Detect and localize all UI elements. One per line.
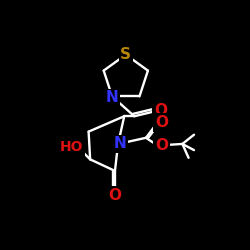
Text: O: O — [155, 115, 168, 130]
Text: S: S — [120, 47, 131, 62]
Text: N: N — [113, 136, 126, 152]
Text: O: O — [154, 103, 167, 118]
Text: HO: HO — [60, 140, 83, 154]
Text: O: O — [155, 138, 168, 153]
Text: N: N — [106, 90, 118, 106]
Text: O: O — [108, 188, 122, 203]
